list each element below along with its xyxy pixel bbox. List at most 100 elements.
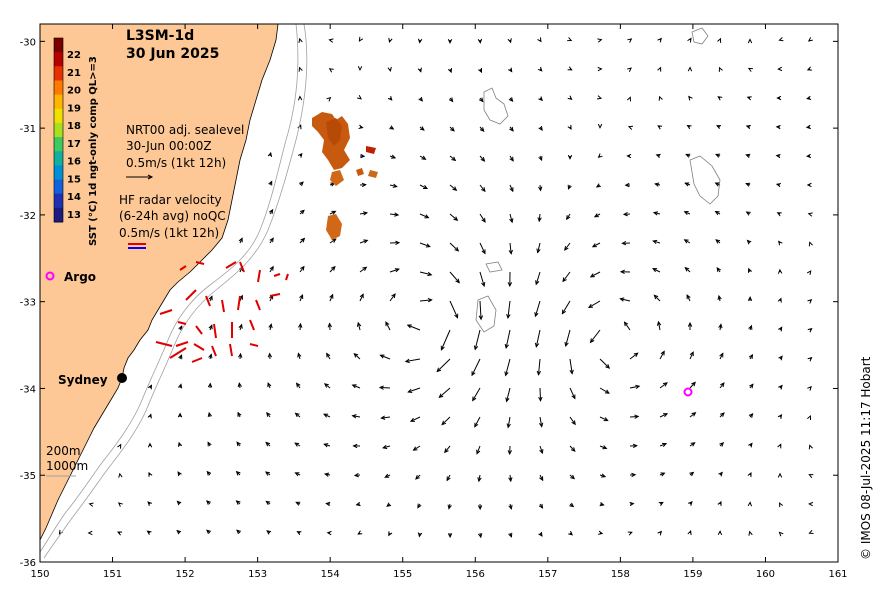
current-arrow (118, 472, 123, 478)
current-arrow (718, 66, 723, 72)
current-arrow (719, 442, 725, 447)
colorbar-label: SST (°C) 1d ngt-only comp QL>=3 (88, 56, 99, 246)
current-arrow (87, 530, 93, 536)
current-arrow (629, 384, 641, 389)
current-arrow (567, 124, 572, 130)
current-arrow (715, 153, 721, 158)
current-arrow (567, 66, 573, 71)
current-arrow (117, 443, 122, 449)
current-arrow (353, 472, 361, 478)
current-arrow (479, 184, 486, 193)
current-arrow (745, 153, 751, 158)
current-arrow (778, 531, 784, 537)
current-arrow (626, 96, 632, 102)
colorbar-swatch (54, 151, 63, 166)
current-arrow (599, 501, 605, 507)
current-arrow (629, 414, 640, 419)
current-arrow (719, 412, 725, 418)
current-arrow (387, 66, 392, 73)
current-arrow (777, 414, 783, 419)
current-arrow (777, 472, 783, 478)
current-arrow (536, 358, 542, 376)
current-arrow (356, 321, 362, 331)
y-tick-label: -34 (20, 384, 36, 395)
plot-border (39, 23, 839, 563)
current-arrow (597, 66, 603, 72)
x-tick-label: 155 (393, 569, 412, 580)
colorbar-swatch (54, 165, 63, 181)
current-arrow (683, 239, 691, 244)
current-arrow (807, 385, 812, 391)
current-arrow (626, 153, 632, 159)
current-arrow (436, 358, 451, 373)
colorbar-swatch (54, 108, 63, 124)
sealevel-legend-line3: 0.5m/s (1kt 12h) (126, 156, 226, 170)
current-arrow (655, 153, 661, 159)
credit: © IMOS 08-Jul-2025 11:17 Hobart (859, 356, 873, 560)
current-arrow (746, 239, 752, 245)
colorbar-swatch (54, 66, 63, 81)
current-arrow (471, 358, 481, 377)
current-arrow (449, 213, 459, 222)
current-arrow (807, 415, 812, 421)
bathymetry-contours (39, 23, 308, 559)
current-arrow (449, 271, 461, 284)
current-arrow (176, 529, 182, 535)
current-arrow (298, 322, 303, 331)
radar-vector (185, 289, 197, 301)
current-arrow (384, 473, 391, 478)
current-arrow (538, 416, 544, 428)
current-arrow (418, 96, 423, 102)
current-arrow (388, 37, 393, 43)
current-arrow (509, 213, 514, 224)
argo-marker (45, 271, 55, 281)
current-arrow (299, 237, 306, 244)
y-tick-label: -35 (20, 471, 36, 482)
current-arrow (329, 265, 336, 273)
x-tick-label: 156 (466, 569, 485, 580)
current-arrow (509, 126, 514, 132)
radar-vector (195, 261, 205, 265)
current-arrow (207, 382, 213, 389)
argo-float-marker (683, 387, 693, 397)
current-arrow (297, 95, 303, 101)
colorbar-tick-label: 14 (67, 192, 81, 203)
current-arrow (148, 471, 153, 477)
current-arrow (715, 239, 721, 244)
current-arrow (357, 530, 363, 535)
current-arrow (807, 356, 813, 362)
current-arrow (687, 321, 693, 331)
current-arrow (539, 445, 544, 455)
current-arrow (805, 124, 811, 130)
current-arrow (479, 155, 486, 162)
current-arrow (449, 242, 460, 252)
current-arrow (237, 382, 242, 389)
current-arrow (686, 294, 691, 302)
current-arrow (806, 66, 812, 71)
current-arrow (298, 66, 303, 72)
current-arrow (479, 271, 486, 288)
islands (475, 27, 721, 333)
current-arrow (299, 293, 304, 302)
current-arrow (207, 411, 213, 418)
current-arrow (146, 530, 152, 535)
current-arrow (747, 267, 753, 273)
current-arrow (359, 293, 364, 302)
date-title: 30 Jun 2025 (126, 46, 219, 62)
current-arrow (358, 124, 364, 129)
current-arrow (294, 442, 301, 447)
current-arrow (627, 38, 633, 43)
current-arrow (659, 413, 669, 418)
current-arrow (627, 125, 634, 130)
current-arrow (778, 326, 783, 332)
current-arrow (387, 95, 393, 101)
current-arrow (378, 385, 391, 390)
colorbar-tick-label: 13 (67, 210, 81, 221)
current-arrow (116, 531, 123, 536)
current-arrow (479, 126, 485, 132)
current-arrow (539, 474, 544, 482)
current-arrow (619, 269, 631, 275)
current-arrow (508, 532, 513, 538)
current-arrow (627, 67, 632, 72)
current-arrow (473, 329, 481, 351)
